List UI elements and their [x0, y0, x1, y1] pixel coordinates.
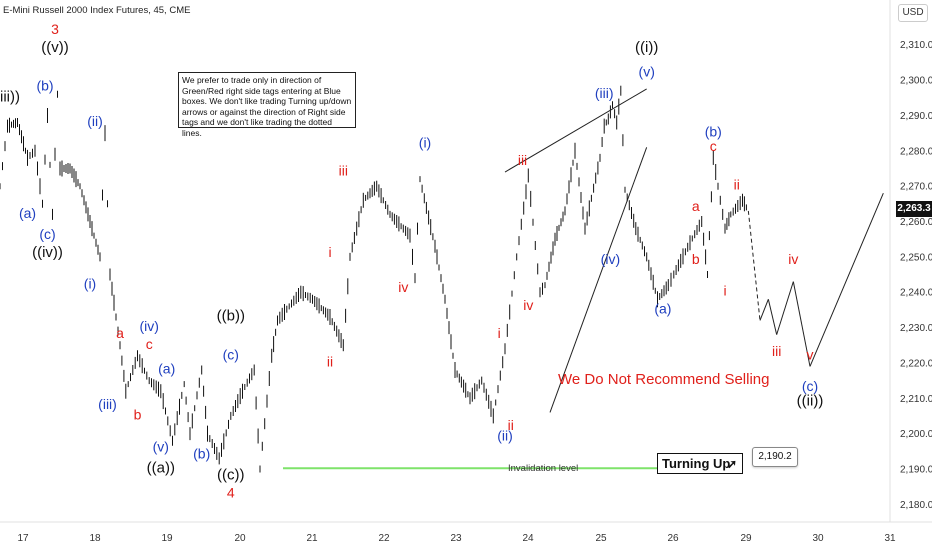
projection-segment — [792, 281, 811, 367]
wave-label: (c) — [39, 226, 55, 242]
wave-label: ((c)) — [217, 467, 244, 484]
x-tick-label: 18 — [89, 533, 101, 544]
invalidation-value-tag: 2,190.2 — [752, 447, 798, 467]
wave-label: iii — [772, 343, 781, 359]
trading-note: We prefer to trade only in direction of … — [178, 72, 356, 138]
x-tick-label: 26 — [667, 533, 679, 544]
wave-label: a — [116, 325, 124, 341]
wave-label: (i) — [84, 276, 96, 292]
wave-label: (b) — [36, 78, 53, 94]
wave-label: iii — [518, 152, 527, 168]
currency-button[interactable]: USD — [898, 4, 928, 22]
x-tick-label: 21 — [306, 533, 318, 544]
y-tick-label: 2,250.0 — [900, 252, 932, 263]
y-tick-label: 2,220.0 — [900, 358, 932, 369]
y-tick-label: 2,260.0 — [900, 217, 932, 228]
y-tick-label: 2,280.0 — [900, 146, 932, 157]
wave-label: (ii) — [87, 113, 103, 129]
wave-label: ((iii)) — [0, 88, 20, 105]
x-tick-label: 22 — [378, 533, 390, 544]
x-tick-label: 31 — [884, 533, 896, 544]
x-tick-label: 24 — [522, 533, 534, 544]
wave-label: (iv) — [601, 251, 620, 267]
wave-label: (v) — [153, 438, 169, 454]
wave-labels: ((iii))3((v))(b)(a)(c)((iv))(ii)(i)(iii)… — [0, 21, 823, 500]
projection-series — [747, 193, 884, 367]
y-tick-label: 2,270.0 — [900, 182, 932, 193]
wave-label: (a) — [158, 361, 175, 377]
warning-text: We Do Not Recommend Selling — [558, 371, 770, 388]
wave-label: ((v)) — [41, 39, 68, 56]
channel-line — [504, 88, 647, 173]
wave-label: ((iv)) — [32, 244, 63, 261]
projection-segment — [747, 210, 761, 321]
wave-label: 3 — [51, 21, 59, 37]
x-tick-label: 20 — [234, 533, 246, 544]
wave-label: (b) — [193, 445, 210, 461]
y-tick-label: 2,200.0 — [900, 429, 932, 440]
wave-label: i — [498, 325, 501, 341]
y-tick-label: 2,240.0 — [900, 288, 932, 299]
wave-label: (ii) — [497, 428, 513, 444]
y-tick-label: 2,180.0 — [900, 500, 932, 511]
wave-label: a — [692, 198, 700, 214]
channel-line — [549, 147, 648, 413]
wave-label: (iii) — [98, 396, 117, 412]
wave-label: (a) — [19, 205, 36, 221]
turning-up-badge: Turning Up ➚ — [657, 453, 743, 474]
arrow-up-right-icon: ➚ — [726, 457, 737, 471]
wave-label: (a) — [654, 300, 671, 316]
y-tick-label: 2,290.0 — [900, 111, 932, 122]
projection-segment — [759, 299, 769, 321]
invalidation-label: Invalidation level — [508, 463, 579, 474]
wave-label: iv — [788, 251, 798, 267]
wave-label: ((ii)) — [797, 392, 824, 409]
wave-label: ii — [734, 177, 740, 193]
chart-title: E-Mini Russell 2000 Index Futures, 45, C… — [3, 5, 191, 16]
wave-label: iii — [339, 163, 348, 179]
x-tick-label: 29 — [740, 533, 752, 544]
y-tick-label: 2,310.0 — [900, 40, 932, 51]
wave-label: iv — [398, 279, 408, 295]
wave-label: ((b)) — [217, 308, 245, 325]
wave-label: c — [146, 336, 153, 352]
wave-label: iv — [523, 297, 533, 313]
wave-label: ii — [508, 417, 514, 433]
wave-label: c — [710, 138, 717, 154]
wave-label: ((i)) — [635, 39, 658, 56]
y-tick-label: 2,300.0 — [900, 76, 932, 87]
projection-segment — [776, 281, 794, 335]
projection-segment — [809, 193, 884, 367]
wave-label: ii — [327, 354, 333, 370]
wave-label: (iii) — [595, 85, 614, 101]
x-tick-label: 30 — [812, 533, 824, 544]
x-tick-label: 23 — [450, 533, 462, 544]
last-price-tag: 2,263.3 — [896, 201, 932, 217]
wave-label: (c) — [802, 378, 818, 394]
y-tick-label: 2,230.0 — [900, 323, 932, 334]
turning-label: Turning Up — [662, 456, 731, 471]
wave-label: 4 — [227, 484, 235, 500]
wave-label: (c) — [223, 346, 239, 362]
wave-label: (i) — [419, 134, 431, 150]
y-tick-label: 2,210.0 — [900, 394, 932, 405]
projection-segment — [767, 299, 778, 335]
wave-label: v — [807, 346, 814, 362]
wave-label: (iv) — [139, 318, 158, 334]
wave-label: (b) — [705, 124, 722, 140]
wave-label: i — [723, 283, 726, 299]
y-tick-label: 2,190.0 — [900, 464, 932, 475]
x-tick-label: 19 — [161, 533, 173, 544]
x-tick-label: 25 — [595, 533, 607, 544]
wave-label: b — [692, 251, 700, 267]
x-tick-label: 17 — [17, 533, 29, 544]
wave-label: b — [134, 407, 142, 423]
price-series — [0, 85, 747, 473]
channel-lines — [283, 88, 742, 470]
wave-label: i — [328, 244, 331, 260]
wave-label: ((a)) — [147, 460, 175, 477]
wave-label: (v) — [639, 64, 655, 80]
